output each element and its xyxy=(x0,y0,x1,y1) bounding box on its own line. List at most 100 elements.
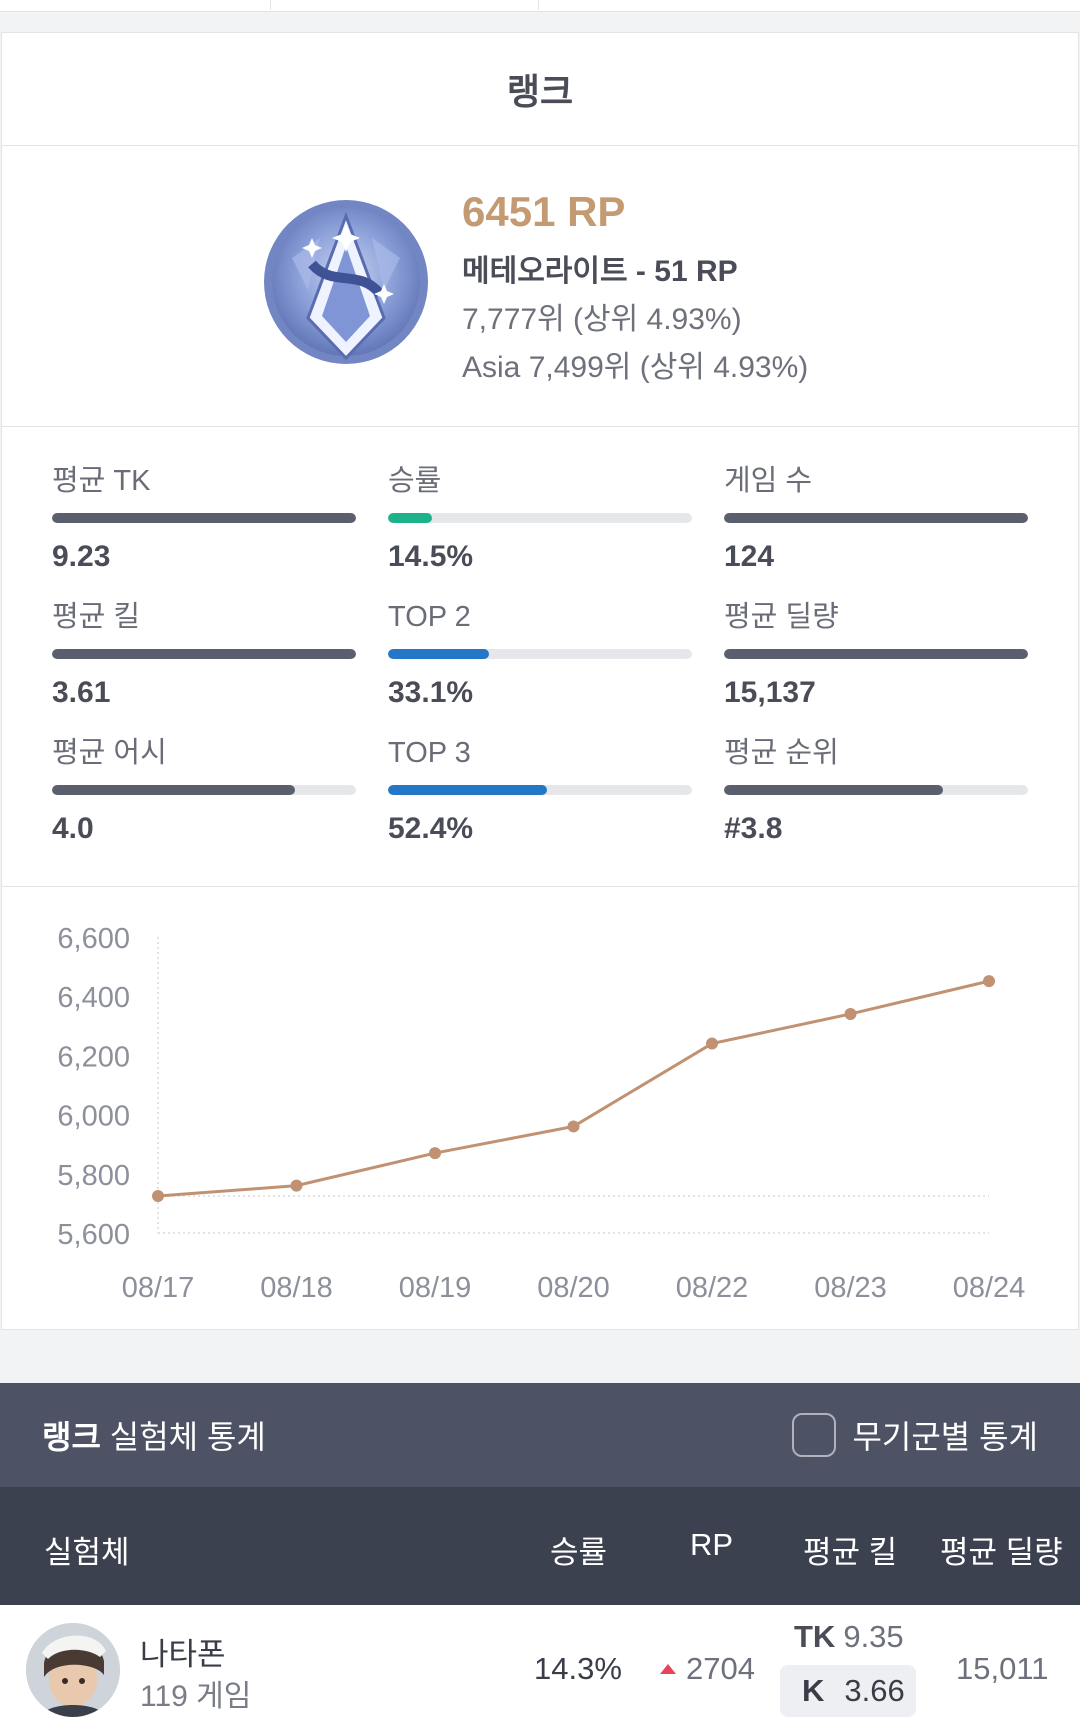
stat-bar-fill xyxy=(52,785,296,795)
stat-label: 평균 킬 xyxy=(52,601,141,633)
rp-data-point xyxy=(567,1120,580,1133)
column-header-rp[interactable]: RP xyxy=(690,1527,734,1562)
stat-bar xyxy=(388,649,692,659)
stat-bar-fill xyxy=(52,513,356,523)
column-header-win-rate[interactable]: 승률 xyxy=(550,1535,608,1570)
x-tick-label: 08/18 xyxy=(260,1272,333,1304)
stat-top2: TOP 2 33.1% xyxy=(388,597,692,713)
column-header-avg-kill[interactable]: 평균 킬 xyxy=(803,1535,898,1570)
stat-value: #3.8 xyxy=(724,812,783,845)
y-tick-label: 6,000 xyxy=(57,1101,130,1133)
stat-bar xyxy=(52,513,356,523)
k-label: K xyxy=(802,1673,825,1708)
y-tick-label: 6,600 xyxy=(57,923,130,955)
section-title-bold: 랭크 xyxy=(42,1419,101,1455)
stat-bar xyxy=(388,785,692,795)
meteorite-tier-icon xyxy=(264,200,428,364)
weapon-group-toggle-label: 무기군별 통계 xyxy=(852,1419,1038,1455)
stat-avg-kill: 평균 킬 3.61 xyxy=(52,597,356,713)
x-tick-label: 08/20 xyxy=(537,1272,610,1304)
section-title-rest: 실험체 통계 xyxy=(100,1419,266,1455)
stat-bar xyxy=(724,513,1028,523)
rp-gain-value: 2704 xyxy=(686,1651,755,1686)
rank-card: 랭크 6451 RP 메테오라이트 - 51 RP 7,777위 (상위 4. xyxy=(1,32,1079,1330)
stat-value: 4.0 xyxy=(52,812,94,845)
tab-divider xyxy=(538,0,539,10)
stat-bar xyxy=(388,513,692,523)
k-value: 3.66 xyxy=(844,1673,905,1708)
cell-rp: 2704 xyxy=(660,1651,755,1687)
stat-label: TOP 3 xyxy=(388,737,471,769)
character-games: 119 게임 xyxy=(140,1680,252,1713)
rp-line-chart-svg: 6,600 6,400 6,200 6,000 5,800 5,600 08/17 08/18… xyxy=(57,923,1026,1304)
rp-data-point xyxy=(290,1179,303,1192)
stat-bar-fill xyxy=(388,649,489,659)
stat-label: 평균 TK xyxy=(52,465,151,497)
y-tick-label: 5,600 xyxy=(57,1219,130,1251)
rank-summary: 6451 RP 메테오라이트 - 51 RP 7,777위 (상위 4.93%)… xyxy=(2,146,1078,427)
x-tick-label: 08/23 xyxy=(814,1272,887,1304)
stat-bar-fill xyxy=(724,785,943,795)
rp-data-point xyxy=(706,1037,718,1050)
stat-label: 평균 순위 xyxy=(724,737,839,769)
stat-games: 게임 수 124 xyxy=(724,461,1028,577)
cell-avg-damage: 15,011 xyxy=(956,1651,1049,1686)
rp-data-point xyxy=(152,1190,164,1202)
weapon-group-toggle[interactable]: 무기군별 통계 xyxy=(792,1412,1038,1458)
stat-avg-rank: 평균 순위 #3.8 xyxy=(724,733,1028,849)
stat-value: 14.5% xyxy=(388,540,474,573)
section-title: 랭크 실험체 통계 xyxy=(42,1412,266,1458)
x-tick-label: 08/22 xyxy=(676,1272,749,1304)
rp-data-point xyxy=(983,975,995,988)
stat-top3: TOP 3 52.4% xyxy=(388,733,692,849)
weapon-group-checkbox[interactable] xyxy=(792,1413,837,1457)
tier-name: 메테오라이트 - 51 RP xyxy=(462,255,738,288)
stat-bar xyxy=(52,649,356,659)
stat-bar-fill xyxy=(388,513,433,523)
stat-bar-fill xyxy=(52,649,356,659)
stat-label: 평균 딜량 xyxy=(724,601,839,633)
tab-divider xyxy=(270,0,271,10)
stat-avg-damage: 평균 딜량 15,137 xyxy=(724,597,1028,713)
stat-bar xyxy=(724,785,1028,795)
stats-grid: 평균 TK 9.23 승률 14.5% 게임 수 124 평균 킬 3.61 T… xyxy=(2,427,1078,887)
stat-label: 평균 어시 xyxy=(52,737,167,769)
cell-win-rate: 14.3% xyxy=(534,1651,622,1686)
stat-bar xyxy=(52,785,356,795)
stat-bar xyxy=(724,649,1028,659)
stat-value: 3.61 xyxy=(52,676,111,709)
column-header-avg-damage[interactable]: 평균 딜량 xyxy=(940,1535,1063,1570)
stat-avg-tk: 평균 TK 9.23 xyxy=(52,461,356,577)
rp-series-line xyxy=(157,979,990,1198)
x-tick-label: 08/17 xyxy=(122,1272,195,1304)
tk-value: 9.35 xyxy=(843,1619,904,1654)
character-avatar xyxy=(26,1623,120,1717)
stat-value: 124 xyxy=(724,540,775,573)
character-name: 나타폰 xyxy=(140,1637,226,1672)
column-header-character[interactable]: 실험체 xyxy=(44,1535,130,1570)
stat-bar-fill xyxy=(724,649,1028,659)
asia-rank: Asia 7,499위 (상위 4.93%) xyxy=(462,351,809,384)
stat-label: TOP 2 xyxy=(388,601,471,633)
up-arrow-icon xyxy=(660,1664,676,1674)
rp-history-chart: 6,600 6,400 6,200 6,000 5,800 5,600 08/17 08/18… xyxy=(2,887,1078,1329)
stat-value: 9.23 xyxy=(52,540,111,573)
table-row[interactable]: 나타폰 119 게임 14.3% 2704 TK 9.35 K 3.66 15,01… xyxy=(0,1605,1080,1732)
stat-label: 승률 xyxy=(388,465,442,497)
character-portrait-icon xyxy=(26,1623,120,1717)
x-tick-label: 08/19 xyxy=(399,1272,472,1304)
stat-bar-fill xyxy=(724,513,1028,523)
rp-data-point xyxy=(844,1007,857,1020)
y-tick-label: 6,200 xyxy=(57,1041,130,1073)
stat-value: 52.4% xyxy=(388,812,474,845)
top-tab-strip xyxy=(0,0,1080,12)
global-rank: 7,777위 (상위 4.93%) xyxy=(462,303,742,336)
x-tick-label: 08/24 xyxy=(953,1272,1026,1304)
rank-card-title: 랭크 xyxy=(2,33,1078,146)
y-tick-label: 6,400 xyxy=(57,982,130,1014)
cell-kill: K 3.66 xyxy=(780,1665,916,1717)
stat-avg-assist: 평균 어시 4.0 xyxy=(52,733,356,849)
stat-value: 15,137 xyxy=(724,676,816,709)
stat-bar-fill xyxy=(388,785,548,795)
stat-value: 33.1% xyxy=(388,676,474,709)
